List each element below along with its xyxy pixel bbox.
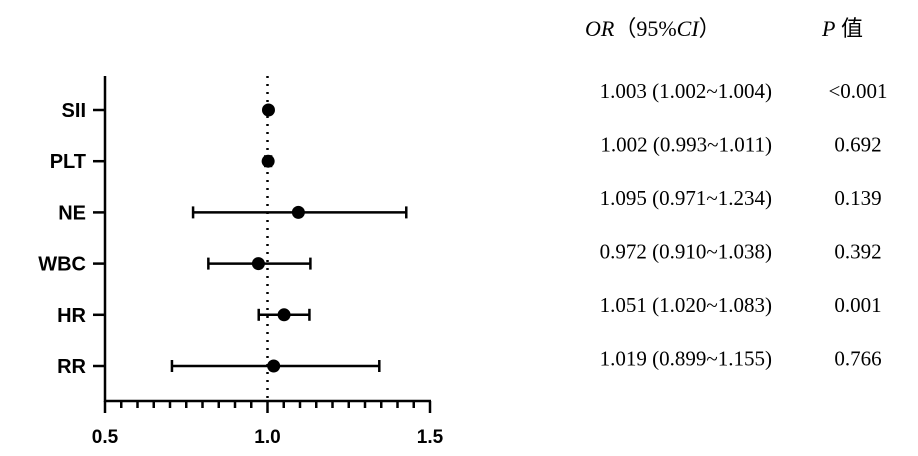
x-tick-label: 1.0: [254, 427, 280, 448]
p-value: 0.001: [834, 293, 881, 317]
or-point: [291, 205, 305, 219]
p-value: 0.139: [834, 186, 881, 210]
table-header-p: P 值: [821, 16, 863, 41]
x-tick-label: 0.5: [92, 427, 119, 448]
y-tick-label: HR: [57, 305, 86, 327]
or-ci-value: 1.019 (0.899~1.155): [600, 347, 772, 371]
or-ci-value: 0.972 (0.910~1.038): [600, 240, 772, 264]
p-value: <0.001: [828, 79, 887, 103]
or-point: [251, 257, 265, 271]
or-ci-value: 1.051 (1.020~1.083): [600, 293, 772, 317]
table-header-or: OR（95%CI）: [585, 16, 721, 41]
x-tick-label: 1.5: [417, 427, 444, 448]
p-value: 0.766: [834, 347, 881, 371]
or-point: [261, 103, 275, 117]
or-ci-value: 1.003 (1.002~1.004): [600, 79, 772, 103]
y-tick-label: RR: [57, 356, 86, 378]
or-point: [277, 308, 291, 322]
y-tick-label: PLT: [50, 151, 86, 173]
y-tick-label: WBC: [38, 254, 86, 276]
or-point: [267, 359, 281, 373]
y-tick-label: SII: [62, 100, 86, 122]
y-tick-label: NE: [58, 202, 86, 224]
or-point: [261, 154, 275, 168]
or-ci-value: 1.002 (0.993~1.011): [600, 133, 772, 157]
p-value: 0.692: [834, 133, 881, 157]
or-ci-value: 1.095 (0.971~1.234): [600, 186, 772, 210]
p-value: 0.392: [834, 240, 881, 264]
